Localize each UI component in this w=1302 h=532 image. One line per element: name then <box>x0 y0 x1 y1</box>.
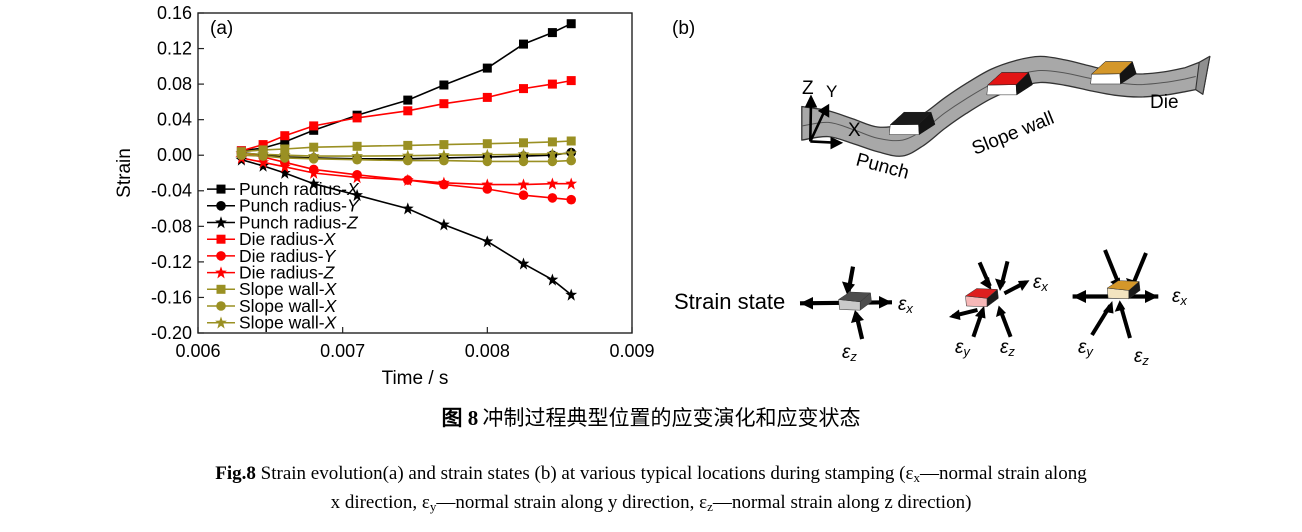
svg-text:0.007: 0.007 <box>320 341 365 361</box>
svg-text:-0.08: -0.08 <box>151 216 192 236</box>
svg-text:Die: Die <box>1150 92 1179 113</box>
svg-text:Strain state: Strain state <box>674 289 785 314</box>
svg-text:εx: εx <box>1172 286 1187 308</box>
svg-text:Strain: Strain <box>114 148 135 198</box>
svg-text:(b): (b) <box>672 18 695 39</box>
svg-text:-0.12: -0.12 <box>151 252 192 272</box>
svg-text:-0.16: -0.16 <box>151 287 192 307</box>
svg-text:(a): (a) <box>210 18 233 39</box>
svg-text:εy: εy <box>1078 337 1094 359</box>
svg-text:εz: εz <box>842 342 857 364</box>
svg-text:0.009: 0.009 <box>609 341 654 361</box>
svg-text:Slope wall: Slope wall <box>969 108 1057 160</box>
svg-text:0.00: 0.00 <box>157 145 192 165</box>
svg-text:X: X <box>848 120 861 141</box>
svg-text:Slope wall-X: Slope wall-X <box>239 313 338 333</box>
svg-text:εx: εx <box>898 294 913 316</box>
svg-text:0.008: 0.008 <box>465 341 510 361</box>
svg-text:0.08: 0.08 <box>157 74 192 94</box>
svg-text:-0.04: -0.04 <box>151 181 192 201</box>
svg-text:Z: Z <box>802 78 814 99</box>
svg-text:εy: εy <box>955 337 971 359</box>
svg-text:εx: εx <box>1033 272 1048 294</box>
svg-text:εz: εz <box>1000 337 1015 359</box>
svg-text:εz: εz <box>1134 346 1149 368</box>
svg-text:0.16: 0.16 <box>157 3 192 23</box>
svg-text:0.12: 0.12 <box>157 39 192 59</box>
svg-text:0.04: 0.04 <box>157 110 192 130</box>
svg-text:Time / s: Time / s <box>382 368 449 389</box>
svg-text:-0.20: -0.20 <box>151 323 192 343</box>
svg-text:Y: Y <box>826 82 837 101</box>
svg-text:0.006: 0.006 <box>175 341 220 361</box>
